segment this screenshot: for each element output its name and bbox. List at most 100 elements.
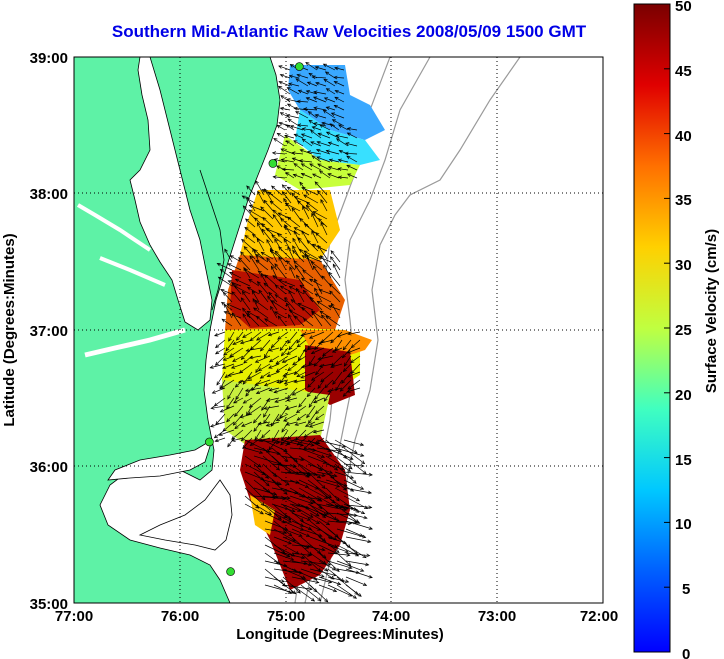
velocity-vector (286, 98, 300, 103)
velocity-vector (293, 140, 304, 147)
velocity-vector (263, 405, 280, 410)
velocity-vector (219, 268, 233, 279)
velocity-vector (292, 237, 301, 252)
velocity-vector (273, 138, 286, 147)
velocity-vector (213, 397, 226, 407)
velocity-vector (306, 150, 322, 155)
velocity-vector (252, 297, 260, 311)
velocity-vector (296, 331, 307, 344)
velocity-vector (268, 387, 280, 392)
velocity-vector (309, 584, 329, 603)
velocity-vector (224, 248, 233, 263)
station-marker (268, 159, 278, 168)
velocity-vector (298, 159, 313, 163)
velocity-vector (314, 413, 325, 421)
velocity-vector (309, 163, 322, 171)
velocity-vector (298, 503, 320, 517)
velocity-vector (244, 226, 256, 236)
velocity-vector (307, 471, 326, 490)
velocity-vector (297, 237, 310, 252)
velocity-vector (270, 300, 287, 311)
velocity-vector (332, 263, 341, 279)
velocity-vector (309, 296, 323, 311)
velocity-vector (328, 271, 341, 287)
velocity-vector (279, 339, 289, 352)
velocity-vector (234, 278, 251, 287)
velocity-vector (306, 239, 319, 252)
velocity-vector (261, 429, 271, 439)
velocity-vector (294, 264, 305, 279)
river-rappahannock (99, 256, 166, 287)
velocity-vector (342, 363, 352, 373)
velocity-vector (299, 284, 314, 295)
velocity-vector (323, 387, 334, 402)
velocity-vector (302, 347, 316, 352)
velocity-vector (253, 503, 272, 516)
velocity-vector (273, 560, 298, 572)
velocity-vector (317, 244, 328, 260)
velocity-vector (244, 455, 262, 468)
velocity-vector (322, 63, 336, 71)
velocity-vector (264, 544, 291, 558)
velocity-vector (296, 371, 307, 377)
velocity-vector (314, 65, 327, 71)
station-marker (226, 567, 235, 576)
bathymetry-contour-3 (319, 57, 521, 603)
colorbar-label: Surface Velocity (cm/s) (703, 229, 720, 393)
velocity-vector (330, 250, 341, 263)
velocity-vector (240, 251, 251, 263)
delmarva-coast (199, 169, 225, 311)
velocity-vector (314, 293, 332, 303)
velocity-vector (338, 124, 349, 131)
velocity-vector (291, 552, 312, 557)
velocity-vector (308, 413, 316, 425)
velocity-vector (263, 199, 274, 212)
x-tick-label: 76:00 (161, 608, 199, 625)
velocity-vector (334, 339, 343, 352)
velocity-vector (246, 312, 260, 327)
colorbar-ticks (664, 3, 670, 653)
velocity-vector (244, 495, 260, 509)
velocity-vector (216, 262, 233, 271)
velocity-vector (278, 256, 287, 271)
velocity-vector (260, 251, 274, 260)
velocity-vector (291, 576, 320, 584)
velocity-vector (238, 256, 251, 271)
velocity-vector (336, 560, 365, 572)
velocity-vector (346, 132, 358, 139)
velocity-vector (337, 167, 349, 171)
velocity-vector (255, 315, 269, 327)
velocity-vector (285, 421, 298, 426)
velocity-vector (324, 71, 336, 79)
velocity-vector (223, 347, 235, 356)
velocity-vector (256, 222, 265, 236)
velocity-vector (300, 584, 322, 602)
velocity-vector (317, 218, 328, 228)
velocity-vector (314, 181, 328, 196)
velocity-vector (291, 387, 307, 396)
velocity-vector (314, 287, 323, 303)
velocity-vector (297, 89, 309, 95)
velocity-vector (319, 124, 331, 131)
velocity-vector (293, 227, 310, 236)
velocity-vector (302, 107, 318, 111)
colorbar-tick-label: 50 (675, 0, 692, 15)
velocity-vector (327, 141, 340, 147)
colorbar-tick-label: 40 (675, 128, 692, 145)
velocity-vector (288, 339, 298, 351)
velocity-vector (289, 495, 314, 505)
velocity-vector (242, 313, 251, 327)
velocity-vector (339, 379, 352, 392)
velocity-vector (311, 75, 327, 79)
velocity-vector (313, 397, 325, 404)
velocity-vector (343, 355, 352, 367)
velocity-vector (253, 471, 270, 487)
velocity-vector (299, 217, 310, 228)
velocity-vector (241, 290, 251, 303)
velocity-vector (252, 247, 260, 263)
velocity-vector (305, 204, 319, 220)
velocity-vector (257, 363, 271, 372)
velocity-vector (291, 520, 313, 530)
velocity-vector (280, 437, 289, 446)
velocity-vector (296, 99, 309, 104)
